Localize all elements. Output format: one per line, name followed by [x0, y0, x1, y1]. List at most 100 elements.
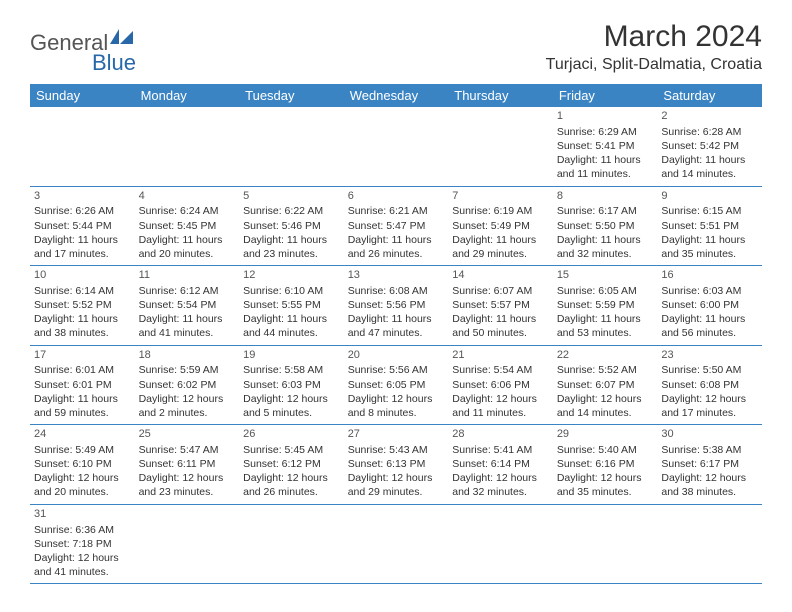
day-line: Sunrise: 5:40 AM [557, 443, 654, 457]
day-number: 28 [452, 427, 549, 442]
day-line: and 11 minutes. [557, 167, 654, 181]
day-number: 5 [243, 189, 340, 204]
day-cell: 5Sunrise: 6:22 AMSunset: 5:46 PMDaylight… [239, 186, 344, 266]
day-number: 12 [243, 268, 340, 283]
day-line: Sunset: 5:44 PM [34, 219, 131, 233]
day-cell [239, 107, 344, 186]
day-line: Sunrise: 6:07 AM [452, 284, 549, 298]
day-line: and 38 minutes. [661, 485, 758, 499]
day-line: Sunrise: 6:12 AM [139, 284, 236, 298]
day-cell: 26Sunrise: 5:45 AMSunset: 6:12 PMDayligh… [239, 425, 344, 505]
day-number: 10 [34, 268, 131, 283]
day-line: Sunrise: 5:50 AM [661, 363, 758, 377]
day-cell: 17Sunrise: 6:01 AMSunset: 6:01 PMDayligh… [30, 345, 135, 425]
day-line: and 23 minutes. [243, 247, 340, 261]
day-line: and 32 minutes. [452, 485, 549, 499]
month-title: March 2024 [546, 20, 762, 54]
day-line: Daylight: 11 hours [348, 312, 445, 326]
day-line: Sunset: 6:08 PM [661, 378, 758, 392]
day-number: 27 [348, 427, 445, 442]
day-line: Sunset: 5:42 PM [661, 139, 758, 153]
day-line: Sunset: 6:16 PM [557, 457, 654, 471]
col-thursday: Thursday [448, 84, 553, 107]
day-line: Daylight: 11 hours [243, 233, 340, 247]
location: Turjaci, Split-Dalmatia, Croatia [546, 56, 762, 74]
day-cell: 22Sunrise: 5:52 AMSunset: 6:07 PMDayligh… [553, 345, 658, 425]
day-cell: 19Sunrise: 5:58 AMSunset: 6:03 PMDayligh… [239, 345, 344, 425]
week-row: 31Sunrise: 6:36 AMSunset: 7:18 PMDayligh… [30, 504, 762, 584]
day-line: Sunrise: 5:59 AM [139, 363, 236, 377]
day-number: 9 [661, 189, 758, 204]
day-cell: 12Sunrise: 6:10 AMSunset: 5:55 PMDayligh… [239, 266, 344, 346]
day-line: Daylight: 12 hours [452, 471, 549, 485]
day-line: and 8 minutes. [348, 406, 445, 420]
day-line: Sunset: 5:51 PM [661, 219, 758, 233]
col-wednesday: Wednesday [344, 84, 449, 107]
day-line: Daylight: 11 hours [34, 312, 131, 326]
day-cell: 27Sunrise: 5:43 AMSunset: 6:13 PMDayligh… [344, 425, 449, 505]
day-line: and 35 minutes. [661, 247, 758, 261]
day-line: Daylight: 12 hours [348, 471, 445, 485]
day-cell [553, 504, 658, 584]
day-number: 31 [34, 507, 131, 522]
day-line: and 59 minutes. [34, 406, 131, 420]
day-line: Sunrise: 6:10 AM [243, 284, 340, 298]
day-number: 25 [139, 427, 236, 442]
day-line: Sunset: 6:14 PM [452, 457, 549, 471]
day-line: Daylight: 12 hours [139, 392, 236, 406]
day-cell: 16Sunrise: 6:03 AMSunset: 6:00 PMDayligh… [657, 266, 762, 346]
day-line: Daylight: 12 hours [557, 471, 654, 485]
day-line: Sunset: 6:11 PM [139, 457, 236, 471]
day-line: Sunrise: 6:22 AM [243, 204, 340, 218]
day-line: and 56 minutes. [661, 326, 758, 340]
day-cell: 6Sunrise: 6:21 AMSunset: 5:47 PMDaylight… [344, 186, 449, 266]
day-number: 7 [452, 189, 549, 204]
col-monday: Monday [135, 84, 240, 107]
day-line: Sunrise: 6:08 AM [348, 284, 445, 298]
day-line: Daylight: 12 hours [661, 471, 758, 485]
day-number: 17 [34, 348, 131, 363]
day-line: and 32 minutes. [557, 247, 654, 261]
calendar-body: 1Sunrise: 6:29 AMSunset: 5:41 PMDaylight… [30, 107, 762, 584]
day-line: and 41 minutes. [34, 565, 131, 579]
day-cell: 11Sunrise: 6:12 AMSunset: 5:54 PMDayligh… [135, 266, 240, 346]
day-line: and 11 minutes. [452, 406, 549, 420]
calendar-page: GeneralBlue March 2024 Turjaci, Split-Da… [0, 0, 792, 604]
col-sunday: Sunday [30, 84, 135, 107]
day-cell: 18Sunrise: 5:59 AMSunset: 6:02 PMDayligh… [135, 345, 240, 425]
title-block: March 2024 Turjaci, Split-Dalmatia, Croa… [546, 20, 762, 74]
week-row: 3Sunrise: 6:26 AMSunset: 5:44 PMDaylight… [30, 186, 762, 266]
day-number: 3 [34, 189, 131, 204]
day-line: Sunrise: 6:24 AM [139, 204, 236, 218]
day-line: Daylight: 12 hours [243, 392, 340, 406]
day-line: Daylight: 12 hours [34, 471, 131, 485]
week-row: 10Sunrise: 6:14 AMSunset: 5:52 PMDayligh… [30, 266, 762, 346]
week-row: 1Sunrise: 6:29 AMSunset: 5:41 PMDaylight… [30, 107, 762, 186]
day-line: and 53 minutes. [557, 326, 654, 340]
day-cell: 4Sunrise: 6:24 AMSunset: 5:45 PMDaylight… [135, 186, 240, 266]
day-number: 19 [243, 348, 340, 363]
day-line: Sunrise: 5:47 AM [139, 443, 236, 457]
day-number: 4 [139, 189, 236, 204]
day-number: 21 [452, 348, 549, 363]
day-line: and 14 minutes. [557, 406, 654, 420]
day-cell: 10Sunrise: 6:14 AMSunset: 5:52 PMDayligh… [30, 266, 135, 346]
day-line: Daylight: 11 hours [557, 312, 654, 326]
day-cell [448, 504, 553, 584]
day-cell: 2Sunrise: 6:28 AMSunset: 5:42 PMDaylight… [657, 107, 762, 186]
day-line: Sunset: 6:05 PM [348, 378, 445, 392]
day-line: Sunset: 5:41 PM [557, 139, 654, 153]
day-line: Sunset: 6:03 PM [243, 378, 340, 392]
day-line: and 5 minutes. [243, 406, 340, 420]
logo: GeneralBlue [30, 20, 136, 76]
day-line: Daylight: 11 hours [139, 312, 236, 326]
day-line: Daylight: 12 hours [661, 392, 758, 406]
col-saturday: Saturday [657, 84, 762, 107]
day-line: Sunrise: 6:05 AM [557, 284, 654, 298]
day-cell: 23Sunrise: 5:50 AMSunset: 6:08 PMDayligh… [657, 345, 762, 425]
day-line: Sunset: 5:46 PM [243, 219, 340, 233]
day-number: 11 [139, 268, 236, 283]
day-line: and 14 minutes. [661, 167, 758, 181]
day-number: 13 [348, 268, 445, 283]
day-line: Sunset: 5:45 PM [139, 219, 236, 233]
